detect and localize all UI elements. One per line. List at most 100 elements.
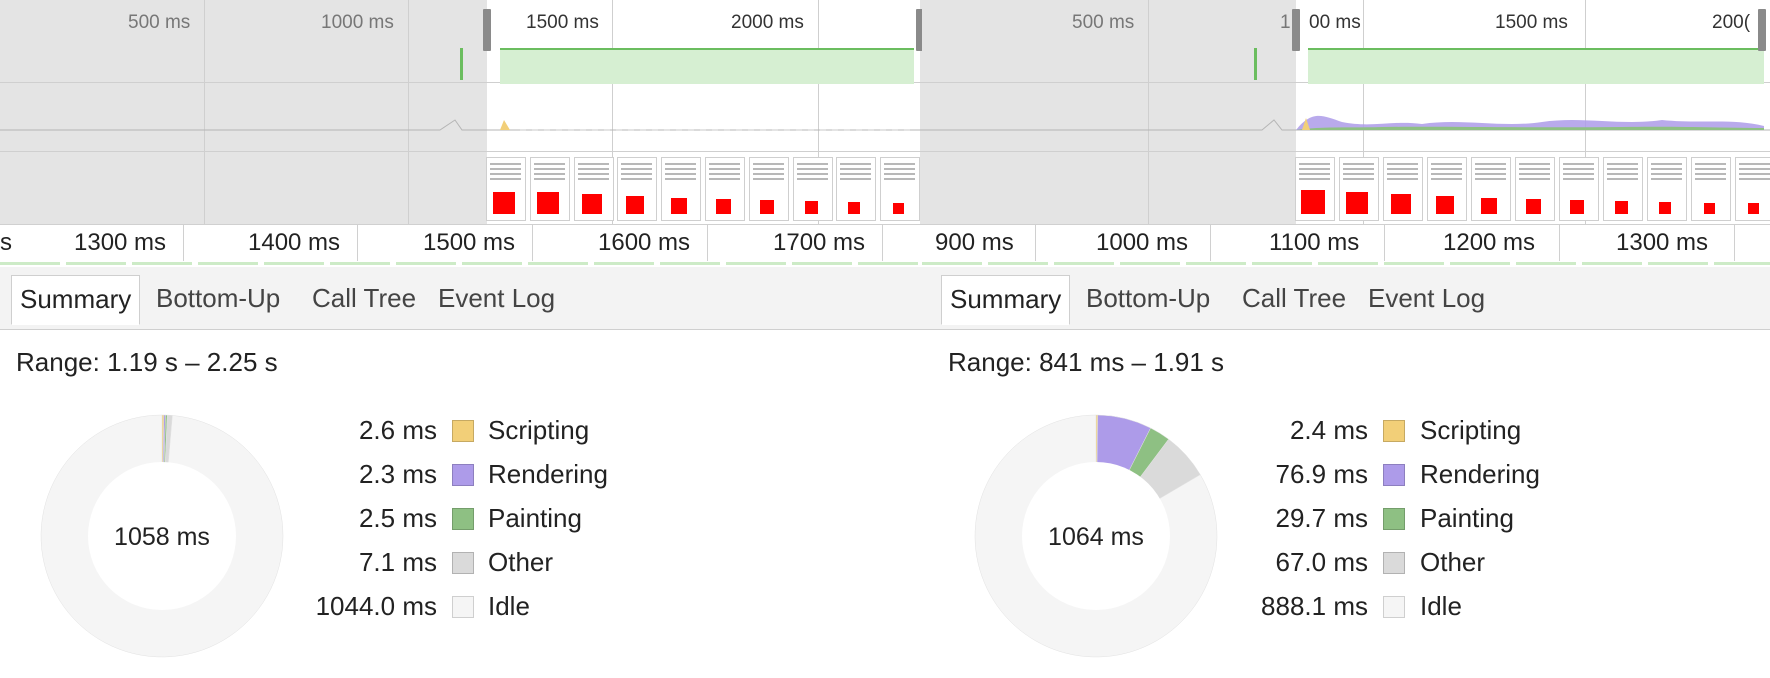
screenshot-thumbnail[interactable] <box>1559 157 1599 221</box>
ruler-label: 1300 ms <box>74 229 167 256</box>
range-label: Range: 1.19 s – 2.25 s <box>16 347 278 377</box>
screenshot-thumbnail[interactable] <box>1339 157 1379 221</box>
legend-row-scripting: 2.6 ms Scripting <box>0 415 600 445</box>
legend-value: 76.9 ms <box>1275 459 1369 489</box>
ruler-label: 1700 ms <box>773 229 866 256</box>
screenshot-thumbnail[interactable] <box>705 157 745 221</box>
tab-summary[interactable]: Summary <box>11 275 141 325</box>
overview-time-label: 1000 ms <box>321 12 394 33</box>
legend-value: 1044.0 ms <box>315 591 437 621</box>
overview-time-label: 1500 ms <box>526 12 599 33</box>
legend-swatch-idle <box>1383 596 1405 618</box>
legend-swatch-other <box>452 552 474 574</box>
overview-gridline <box>408 0 409 224</box>
donut-total: 1064 ms <box>1048 523 1144 551</box>
tab-event-log[interactable]: Event Log <box>438 283 556 313</box>
screenshot-thumbnail[interactable] <box>1471 157 1511 221</box>
selection-handle-left[interactable] <box>483 9 491 51</box>
screenshot-thumbnail[interactable] <box>1295 157 1335 221</box>
range-label: Range: 841 ms – 1.91 s <box>948 347 1225 377</box>
screenshot-thumbnail[interactable] <box>1691 157 1731 221</box>
ruler-tick <box>707 225 708 261</box>
ruler-tick <box>1035 225 1036 261</box>
legend-swatch-scripting <box>1383 420 1405 442</box>
ruler-label: 1600 ms <box>598 229 691 256</box>
overview-time-label: 00 ms <box>1309 12 1361 33</box>
cpu-activity-chart <box>922 115 1770 131</box>
overview-divider <box>0 151 922 152</box>
selection-handle-left[interactable] <box>1292 9 1300 51</box>
details-tab-bar: Summary Bottom-Up Call Tree Event Log <box>922 267 1770 330</box>
screenshot-thumbnail[interactable] <box>1383 157 1423 221</box>
tab-call-tree[interactable]: Call Tree <box>312 283 417 313</box>
ruler-tick <box>1559 225 1560 261</box>
time-ruler: 900 ms 1000 ms 1100 ms 1200 ms 1300 ms <box>922 224 1770 268</box>
tab-event-log[interactable]: Event Log <box>1368 283 1486 313</box>
selection-handle-right[interactable] <box>916 9 922 51</box>
legend-row-idle: 1044.0 ms Idle <box>0 591 600 621</box>
selection-handle-right[interactable] <box>1758 9 1766 51</box>
summary-donut-chart: 1064 ms <box>974 414 1218 658</box>
overview-gridline <box>818 0 819 224</box>
screenshot-thumbnail[interactable] <box>529 157 570 221</box>
overview-divider <box>0 82 922 83</box>
legend-label: Scripting <box>488 415 590 445</box>
donut-total: 1058 ms <box>114 523 210 551</box>
overview-divider <box>922 151 1770 152</box>
legend-swatch-rendering <box>1383 464 1405 486</box>
ruler-tick <box>1384 225 1385 261</box>
legend-value: 888.1 ms <box>1261 591 1368 621</box>
screenshot-thumbnail[interactable] <box>1427 157 1467 221</box>
legend-row-idle: 888.1 ms Idle <box>922 591 1522 621</box>
legend-label: Scripting <box>1420 415 1522 445</box>
ruler-frame-strip <box>922 262 1770 265</box>
screenshot-thumbnail[interactable] <box>1515 157 1555 221</box>
screenshot-thumbnail[interactable] <box>1603 157 1643 221</box>
ruler-tick <box>532 225 533 261</box>
tab-summary[interactable]: Summary <box>941 275 1071 325</box>
timeline-overview[interactable]: 500 ms 1000 ms 1500 ms 2000 ms <box>0 0 922 224</box>
screenshot-thumbnail[interactable] <box>661 157 702 221</box>
ruler-label: 1200 ms <box>1443 229 1536 256</box>
legend-value: 2.6 ms <box>358 415 437 445</box>
legend-value: 2.3 ms <box>358 459 437 489</box>
screenshot-thumbnail[interactable] <box>748 157 789 221</box>
screenshot-thumbnail[interactable] <box>1647 157 1687 221</box>
details-tab-bar: Summary Bottom-Up Call Tree Event Log <box>0 267 922 330</box>
legend-row-rendering: 2.3 ms Rendering <box>0 459 608 489</box>
tab-call-tree[interactable]: Call Tree <box>1242 283 1347 313</box>
legend-swatch-idle <box>452 596 474 618</box>
ruler-label: 1100 ms <box>1269 229 1360 256</box>
ruler-tick <box>882 225 883 261</box>
screenshot-thumbnail[interactable] <box>1735 157 1770 221</box>
cpu-activity-chart <box>0 119 922 131</box>
tab-bottom-up[interactable]: Bottom-Up <box>156 283 281 313</box>
overview-time-label: 1500 ms <box>1495 12 1568 33</box>
fps-chart <box>1308 48 1764 84</box>
overview-gridline <box>1585 0 1586 224</box>
ruler-tick <box>1210 225 1211 261</box>
screenshot-thumbnail[interactable] <box>880 157 921 221</box>
overview-time-label: 500 ms <box>1072 12 1135 33</box>
legend-value: 67.0 ms <box>1275 547 1369 577</box>
legend-label: Rendering <box>488 459 608 489</box>
right-performance-panel: 500 ms 1 00 ms 1500 ms 200( 900 ms 1000 … <box>922 0 1770 678</box>
legend-swatch-rendering <box>452 464 474 486</box>
screenshot-thumbnail[interactable] <box>486 157 526 221</box>
screenshot-thumbnail[interactable] <box>617 157 658 221</box>
legend-label: Rendering <box>1420 459 1540 489</box>
screenshot-thumbnail[interactable] <box>792 157 833 221</box>
legend-swatch-scripting <box>452 420 474 442</box>
overview-gridline <box>612 0 613 224</box>
timeline-overview[interactable]: 500 ms 1 00 ms 1500 ms 200( <box>922 0 1770 224</box>
fps-spike <box>460 48 463 80</box>
screenshot-thumbnail[interactable] <box>573 157 614 221</box>
summary-donut-chart: 1058 ms <box>40 414 284 658</box>
fps-chart <box>500 48 914 84</box>
legend-row-other: 67.0 ms Other <box>922 547 1522 577</box>
tab-bottom-up[interactable]: Bottom-Up <box>1086 283 1211 313</box>
screenshot-thumbnail[interactable] <box>836 157 877 221</box>
legend-label: Idle <box>1420 591 1462 621</box>
legend-swatch-painting <box>1383 508 1405 530</box>
legend-swatch-painting <box>452 508 474 530</box>
